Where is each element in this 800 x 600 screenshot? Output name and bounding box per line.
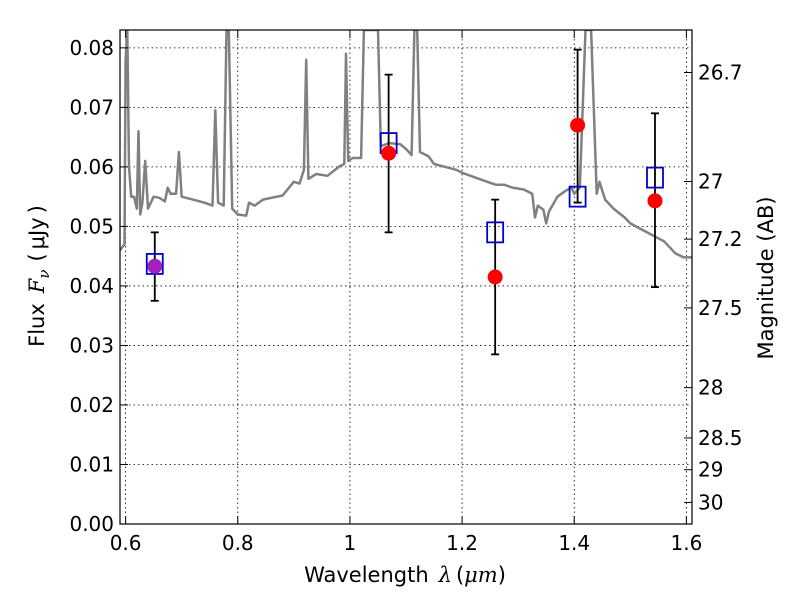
y-tick-label: 0.06 bbox=[69, 155, 114, 179]
y-tick-label: 0.00 bbox=[69, 512, 114, 536]
y2-tick-label: 28.5 bbox=[698, 426, 743, 450]
y-tick-label: 0.08 bbox=[69, 36, 114, 60]
photometry-layer bbox=[145, 48, 664, 356]
photometry-point bbox=[646, 112, 664, 289]
ticks: 0.6 0.8 1 1.2 1.4 1.6 0.00 0.01 0.02 0.03 0.04 0.05… bbox=[69, 30, 743, 555]
y-tick-label: 0.05 bbox=[69, 214, 114, 238]
y-tick-label: 0.03 bbox=[69, 333, 114, 357]
x-axis-symbol: λ bbox=[438, 563, 452, 587]
x-axis-unit: μm bbox=[464, 563, 498, 587]
x-axis-title-text: Wavelength bbox=[304, 563, 429, 587]
y-tick-label: 0.02 bbox=[69, 393, 114, 417]
x-tick-label: 1 bbox=[344, 531, 357, 555]
observed-marker bbox=[381, 145, 397, 161]
y2-tick-label: 30 bbox=[698, 490, 723, 514]
plot-frame bbox=[119, 29, 693, 525]
observed-marker bbox=[487, 269, 503, 285]
y2-tick-label: 27.2 bbox=[698, 227, 743, 251]
x-tick-label: 1.6 bbox=[670, 531, 702, 555]
observed-marker bbox=[570, 117, 586, 133]
model-spectrum-line bbox=[120, 30, 692, 259]
observed-marker bbox=[147, 258, 163, 274]
x-tick-label: 1.4 bbox=[558, 531, 590, 555]
x-axis-title: Wavelength λ (μm) bbox=[304, 563, 506, 587]
photometry-point bbox=[379, 73, 398, 234]
x-tick-label: 0.6 bbox=[110, 531, 142, 555]
y-axis-unit: μJy bbox=[25, 217, 49, 249]
photometry-point bbox=[486, 198, 505, 356]
y-axis-title: FluxFν(μJy) bbox=[25, 205, 53, 347]
y-tick-label: 0.01 bbox=[69, 452, 114, 476]
y-axis-title-text: Flux bbox=[25, 303, 49, 347]
y2-tick-label: 27 bbox=[698, 169, 723, 193]
y2-tick-label: 27.5 bbox=[698, 296, 743, 320]
photometry-point bbox=[145, 231, 164, 302]
y2-tick-label: 29 bbox=[698, 458, 723, 482]
y-axis-symbol: F bbox=[25, 277, 49, 294]
y2-tick-label: 26.7 bbox=[698, 60, 743, 84]
model-band-marker bbox=[486, 221, 505, 244]
y-tick-label: 0.04 bbox=[69, 274, 114, 298]
y2-axis-title: Magnitude (AB) bbox=[754, 196, 778, 359]
y-axis-subscript: ν bbox=[35, 270, 53, 279]
y2-tick-label: 28 bbox=[698, 376, 723, 400]
observed-marker bbox=[647, 193, 663, 209]
model-band-marker bbox=[646, 166, 664, 189]
model-band-marker bbox=[568, 185, 587, 208]
y-tick-label: 0.07 bbox=[69, 95, 114, 119]
model-spectrum-layer bbox=[120, 30, 692, 259]
photometry-point bbox=[568, 48, 587, 208]
x-tick-label: 1.2 bbox=[446, 531, 478, 555]
model-band-marker bbox=[145, 253, 164, 275]
x-tick-label: 0.8 bbox=[222, 531, 254, 555]
